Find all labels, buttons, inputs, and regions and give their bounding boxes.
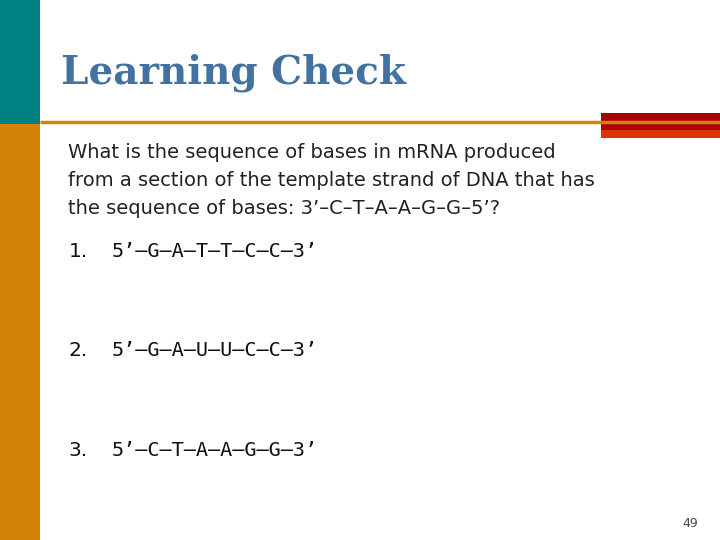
Bar [601, 130, 720, 138]
Bar [601, 113, 720, 130]
Text: What is the sequence of bases in mRNA produced
from a section of the template st: What is the sequence of bases in mRNA pr… [68, 143, 595, 218]
Text: 49: 49 [683, 517, 698, 530]
Text: 3.: 3. [68, 441, 88, 461]
Text: 1.: 1. [68, 241, 88, 261]
Text: Learning Check: Learning Check [61, 54, 406, 92]
Text: 2.: 2. [68, 341, 88, 361]
Bar [0, 124, 40, 540]
Text: 5’–G–A–U–U–C–C–3’: 5’–G–A–U–U–C–C–3’ [112, 341, 318, 361]
Bar [0, 0, 40, 124]
Text: 5’–G–A–T–T–C–C–3’: 5’–G–A–T–T–C–C–3’ [112, 241, 318, 261]
Text: 5’–C–T–A–A–G–G–3’: 5’–C–T–A–A–G–G–3’ [112, 441, 318, 461]
